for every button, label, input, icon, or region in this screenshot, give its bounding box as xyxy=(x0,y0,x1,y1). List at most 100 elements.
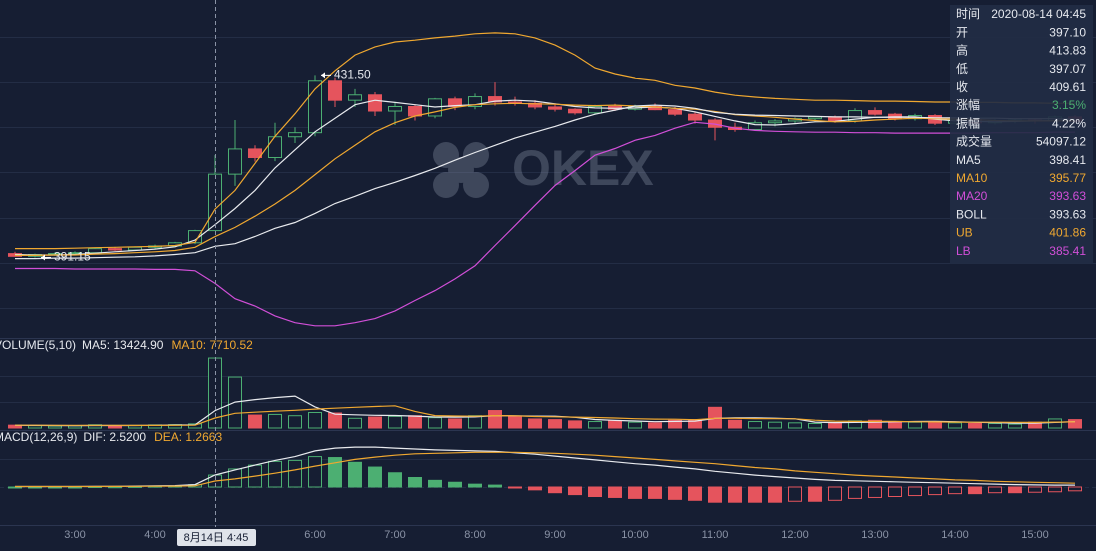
x-tick-label: 9:00 xyxy=(544,529,565,541)
macd-bar xyxy=(1028,486,1042,493)
indicator-line xyxy=(15,102,1075,256)
legend-entry: DIF: 2.5200 xyxy=(83,430,146,444)
candle-body xyxy=(768,120,782,124)
macd-bar xyxy=(488,484,502,488)
tooltip-label: 高 xyxy=(956,43,968,58)
macd-bar xyxy=(648,486,662,499)
macd-bar xyxy=(308,456,322,488)
volume-bar xyxy=(788,422,802,429)
macd-bar xyxy=(868,486,882,498)
tooltip-label: 成交量 xyxy=(956,134,992,149)
x-tick-label: 15:00 xyxy=(1021,529,1049,541)
candle-body xyxy=(388,105,402,112)
macd-bar xyxy=(508,486,522,489)
tooltip-value: 397.10 xyxy=(1049,25,1086,39)
volume-bar xyxy=(48,425,62,429)
logo-dot xyxy=(463,142,489,168)
price-label: 431.50 xyxy=(334,68,371,82)
volume-bar xyxy=(348,417,362,429)
macd-bar xyxy=(328,457,342,488)
volume-bar xyxy=(408,415,422,429)
macd-bar xyxy=(948,486,962,495)
tooltip-value: 398.41 xyxy=(1049,153,1086,167)
candle-body xyxy=(588,105,602,114)
macd-bar xyxy=(908,486,922,497)
volume-bar xyxy=(1008,423,1022,429)
macd-bar xyxy=(48,486,62,489)
macd-bar xyxy=(468,483,482,488)
macd-bar xyxy=(8,486,22,489)
tooltip-box xyxy=(950,5,1093,264)
volume-bar xyxy=(388,415,402,429)
indicator-line xyxy=(15,451,1076,488)
indicator-line xyxy=(15,405,1076,426)
candle-body xyxy=(548,106,562,110)
crosshair-label-box xyxy=(177,529,256,546)
indicator-line xyxy=(15,121,1075,327)
tooltip-label: LB xyxy=(956,244,971,258)
candle-body xyxy=(248,148,262,158)
volume-bar xyxy=(668,419,682,429)
macd-bar xyxy=(588,486,602,497)
crosshair-label: 8月14日 4:45 xyxy=(184,532,249,544)
volume-bar xyxy=(528,418,542,429)
tooltip-value: 54097.12 xyxy=(1036,135,1086,149)
tooltip-label: MA10 xyxy=(956,171,988,185)
x-tick-label: 8:00 xyxy=(464,529,485,541)
macd-bar xyxy=(848,486,862,499)
logo-dot xyxy=(448,157,474,183)
tooltip-value: 413.83 xyxy=(1049,44,1086,58)
macd-bar xyxy=(928,486,942,496)
volume-bar xyxy=(328,412,342,429)
volume-bar xyxy=(488,410,502,429)
candle-body xyxy=(468,96,482,107)
volume-bar xyxy=(1048,418,1062,429)
x-tick-label: 11:00 xyxy=(702,529,729,541)
legend-entry: DEA: 1.2663 xyxy=(154,430,222,444)
macd-bar xyxy=(888,486,902,497)
volume-bar xyxy=(288,415,302,429)
macd-bar xyxy=(1068,486,1082,492)
candle-body xyxy=(448,98,462,107)
macd-bar xyxy=(688,486,702,501)
watermark-text: OKEX xyxy=(512,140,654,196)
tooltip-value: 3.15% xyxy=(1052,98,1086,112)
volume-bar xyxy=(888,421,902,429)
volume-bar xyxy=(988,422,1002,429)
indicator-line xyxy=(15,32,1075,250)
tooltip-label: BOLL xyxy=(956,207,987,221)
volume-bar xyxy=(828,422,842,429)
macd-bar xyxy=(628,486,642,499)
volume-bar xyxy=(948,422,962,429)
volume-bar xyxy=(368,416,382,429)
legend-entry: MA5: 13424.90 xyxy=(82,338,164,352)
price-label: 391.15 xyxy=(54,250,91,264)
volume-bar xyxy=(748,421,762,429)
volume-bar xyxy=(268,413,282,429)
x-tick-label: 12:00 xyxy=(781,529,809,541)
tooltip-value: 385.41 xyxy=(1049,244,1086,258)
label-arrow-head xyxy=(321,72,325,79)
candle-body xyxy=(328,80,342,101)
volume-bar xyxy=(588,421,602,429)
volume-bar xyxy=(428,417,442,429)
tooltip-label: 时间 xyxy=(956,7,980,21)
macd-bar xyxy=(768,486,782,503)
x-tick-label: 7:00 xyxy=(384,529,405,541)
tooltip-value: 393.63 xyxy=(1049,189,1086,203)
panel-title: VOLUME(5,10) xyxy=(0,338,76,352)
volume-bar xyxy=(728,419,742,429)
volume-bar xyxy=(608,420,622,429)
volume-bar xyxy=(628,421,642,429)
x-tick-label: 14:00 xyxy=(941,529,969,541)
volume-bar xyxy=(508,415,522,429)
macd-bar xyxy=(68,486,82,489)
tooltip-label: MA20 xyxy=(956,189,988,203)
x-tick-label: 10:00 xyxy=(621,529,649,541)
candle-body xyxy=(288,132,302,138)
tooltip: 时间 2020-08-14 04:45 开 397.10 高 413.83 低 397.07 收… xyxy=(950,5,1093,264)
logo-dot xyxy=(463,172,489,198)
macd-bar xyxy=(968,486,982,495)
x-tick-label: 4:00 xyxy=(144,529,165,541)
